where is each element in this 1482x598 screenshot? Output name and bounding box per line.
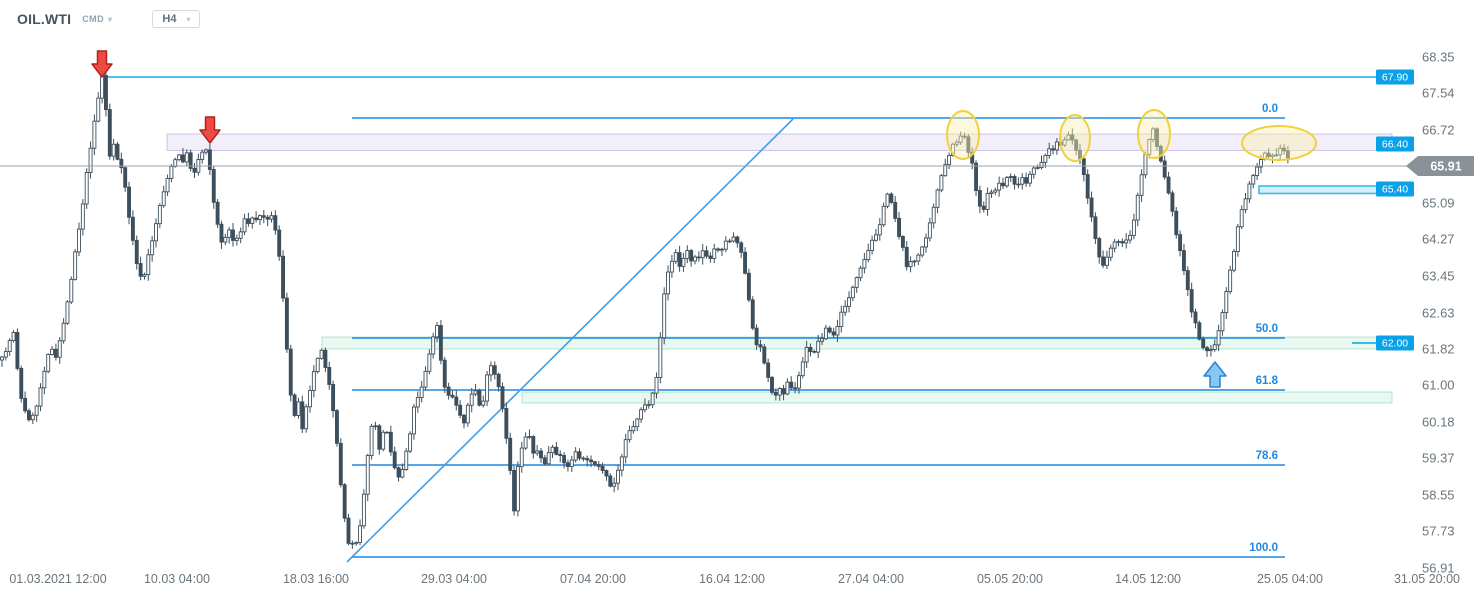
price-level-badge bbox=[1376, 136, 1414, 152]
time-axis-label: 27.04 04:00 bbox=[838, 572, 904, 586]
supply-band-purple[interactable] bbox=[166, 133, 1393, 151]
price-axis-label: 68.35 bbox=[1422, 50, 1455, 65]
fib-label-50.0: 50.0 bbox=[1256, 323, 1278, 335]
market-dropdown[interactable]: CMD ▾ bbox=[82, 14, 112, 24]
red-down-arrow-1[interactable] bbox=[91, 50, 113, 78]
chart-toolbar: OIL.WTI CMD ▾ H4 ▾ bbox=[17, 10, 201, 28]
fib-label-0.0: 0.0 bbox=[1262, 103, 1278, 115]
time-axis-label: 25.05 04:00 bbox=[1257, 572, 1323, 586]
fib-label-61.8: 61.8 bbox=[1256, 375, 1279, 387]
time-axis-label: 16.04 12:00 bbox=[699, 572, 765, 586]
trendline[interactable] bbox=[346, 118, 794, 563]
demand-band-green-2[interactable] bbox=[521, 391, 1393, 404]
zones-layer bbox=[166, 133, 1393, 404]
current-price-badge-text: 65.91 bbox=[1430, 160, 1461, 174]
candles-layer[interactable] bbox=[0, 69, 1290, 549]
timeframe-select[interactable]: H4 ▾ bbox=[152, 10, 201, 28]
price-level-badge bbox=[1376, 69, 1414, 85]
price-level-badge-text: 62.00 bbox=[1382, 338, 1408, 350]
demand-zone-cyan[interactable] bbox=[1258, 185, 1393, 195]
time-axis-label: 29.03 04:00 bbox=[421, 572, 487, 586]
current-price-badge bbox=[1406, 156, 1474, 176]
price-level-badge-text: 65.40 bbox=[1382, 184, 1408, 196]
price-axis-label: 61.00 bbox=[1422, 378, 1455, 393]
highlight-ellipse-4[interactable] bbox=[1241, 125, 1317, 161]
market-label: CMD bbox=[82, 14, 104, 24]
red-down-arrow-2[interactable] bbox=[199, 116, 221, 144]
chevron-down-icon: ▾ bbox=[107, 14, 113, 24]
time-axis-label: 07.04 20:00 bbox=[560, 572, 626, 586]
price-axis-label: 63.45 bbox=[1422, 269, 1455, 284]
price-axis-label: 57.73 bbox=[1422, 524, 1455, 539]
price-axis-label: 58.55 bbox=[1422, 488, 1455, 503]
time-axis-label: 05.05 20:00 bbox=[977, 572, 1043, 586]
price-axis-label: 61.82 bbox=[1422, 342, 1455, 357]
highlight-ellipse-1[interactable] bbox=[946, 110, 980, 160]
time-axis-label: 14.05 12:00 bbox=[1115, 572, 1181, 586]
trendline-layer bbox=[346, 118, 794, 563]
time-axis-label: 10.03 04:00 bbox=[144, 572, 210, 586]
highlight-ellipse-3[interactable] bbox=[1137, 109, 1171, 159]
arrows-layer bbox=[91, 50, 1227, 388]
price-axis-label: 65.09 bbox=[1422, 196, 1455, 211]
price-axis[interactable]: 68.35 67.54 66.72 65.09 64.27 63.45 62.63 61.82… bbox=[1376, 50, 1474, 576]
price-level-badge-text: 67.90 bbox=[1382, 72, 1408, 84]
time-axis-label: 18.03 16:00 bbox=[283, 572, 349, 586]
price-axis-label: 64.27 bbox=[1422, 232, 1455, 247]
price-axis-label: 62.63 bbox=[1422, 306, 1455, 321]
blue-up-arrow-3[interactable] bbox=[1203, 361, 1227, 388]
chevron-down-icon: ▾ bbox=[186, 14, 191, 24]
highlight-ellipses-layer bbox=[946, 109, 1317, 162]
price-level-badge bbox=[1376, 335, 1414, 351]
timeframe-label: H4 bbox=[162, 13, 177, 25]
time-axis-label: 01.03.2021 12:00 bbox=[9, 572, 106, 586]
time-axis-label: 31.05 20:00 bbox=[1394, 572, 1460, 586]
symbol-label: OIL.WTI bbox=[17, 11, 72, 27]
price-axis-label: 60.18 bbox=[1422, 415, 1455, 430]
price-level-badge bbox=[1376, 181, 1414, 197]
fib-label-78.6: 78.6 bbox=[1256, 450, 1278, 462]
price-axis-label: 56.91 bbox=[1422, 561, 1455, 576]
price-axis-label: 67.54 bbox=[1422, 86, 1455, 101]
fib-label-100.0: 100.0 bbox=[1249, 542, 1278, 554]
highlight-ellipse-2[interactable] bbox=[1059, 114, 1091, 162]
time-axis[interactable]: 01.03.2021 12:00 10.03 04:00 18.03 16:00 29… bbox=[9, 572, 1460, 586]
price-axis-label: 66.72 bbox=[1422, 123, 1455, 138]
price-level-badge-text: 66.40 bbox=[1382, 139, 1408, 151]
price-axis-label: 59.37 bbox=[1422, 451, 1455, 466]
